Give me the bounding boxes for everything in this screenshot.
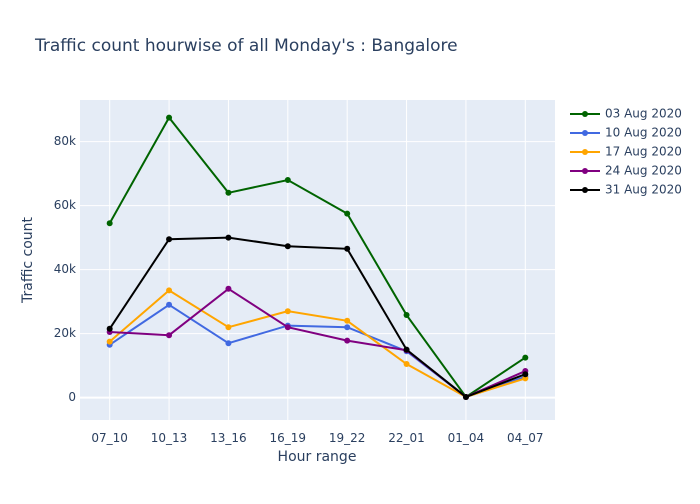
y-tick-labels: 0 20k 40k 60k 80k bbox=[54, 134, 76, 404]
y-tick-label: 80k bbox=[54, 134, 76, 148]
series-group bbox=[106, 114, 529, 400]
x-axis-label: Hour range bbox=[278, 449, 357, 465]
data-point[interactable] bbox=[225, 324, 232, 331]
y-tick-label: 60k bbox=[54, 198, 76, 212]
y-tick-label: 40k bbox=[54, 262, 76, 276]
data-point[interactable] bbox=[462, 393, 469, 400]
data-point[interactable] bbox=[344, 317, 351, 324]
legend-item[interactable]: 24 Aug 2020 bbox=[570, 164, 682, 178]
chart-title: Traffic count hourwise of all Monday's :… bbox=[34, 36, 458, 56]
x-tick-label: 19_22 bbox=[329, 431, 366, 445]
data-point[interactable] bbox=[344, 337, 351, 344]
data-point[interactable] bbox=[166, 287, 173, 294]
legend-item[interactable]: 17 Aug 2020 bbox=[570, 145, 682, 159]
data-point[interactable] bbox=[166, 301, 173, 308]
data-point[interactable] bbox=[403, 312, 410, 319]
data-point[interactable] bbox=[403, 346, 410, 353]
x-tick-label: 16_19 bbox=[270, 431, 307, 445]
data-point[interactable] bbox=[166, 332, 173, 339]
y-tick-label: 0 bbox=[68, 390, 76, 404]
series-line bbox=[108, 236, 526, 399]
data-point[interactable] bbox=[522, 371, 529, 378]
series-line bbox=[108, 115, 526, 399]
data-point[interactable] bbox=[284, 177, 291, 183]
legend-swatch-marker bbox=[582, 111, 588, 117]
data-point[interactable] bbox=[284, 324, 291, 331]
data-point[interactable] bbox=[522, 354, 529, 361]
legend-label: 31 Aug 2020 bbox=[605, 183, 682, 197]
legend-item[interactable]: 10 Aug 2020 bbox=[570, 126, 682, 140]
data-point[interactable] bbox=[284, 308, 291, 315]
data-point[interactable] bbox=[225, 340, 232, 347]
y-tick-label: 20k bbox=[54, 326, 76, 340]
x-tick-label: 22_01 bbox=[388, 431, 425, 445]
legend-swatch-marker bbox=[582, 149, 588, 155]
x-tick-label: 01_04 bbox=[448, 431, 485, 445]
data-point[interactable] bbox=[225, 234, 232, 241]
data-point[interactable] bbox=[106, 220, 113, 227]
data-point[interactable] bbox=[166, 236, 173, 243]
legend[interactable]: 03 Aug 2020 10 Aug 2020 17 Aug 2020 24 Aug … bbox=[570, 107, 682, 197]
data-point[interactable] bbox=[225, 285, 232, 292]
legend-swatch-marker bbox=[582, 130, 588, 136]
data-point[interactable] bbox=[166, 114, 173, 121]
grid-lines bbox=[80, 100, 555, 420]
series-line bbox=[109, 289, 526, 399]
data-point[interactable] bbox=[106, 325, 113, 332]
x-tick-label: 13_16 bbox=[210, 431, 247, 445]
data-point[interactable] bbox=[106, 338, 113, 345]
x-tick-label: 07_10 bbox=[91, 431, 128, 445]
legend-swatch-marker bbox=[582, 187, 588, 193]
data-point[interactable] bbox=[522, 375, 529, 382]
legend-label: 10 Aug 2020 bbox=[605, 126, 682, 140]
data-point[interactable] bbox=[284, 243, 291, 250]
x-tick-labels: 07_10 10_13 13_16 16_19 19_22 22_01 01_04 04_07 bbox=[91, 431, 543, 445]
legend-item[interactable]: 31 Aug 2020 bbox=[570, 183, 682, 197]
legend-label: 17 Aug 2020 bbox=[605, 145, 682, 159]
legend-item[interactable]: 03 Aug 2020 bbox=[570, 107, 682, 121]
plot-area bbox=[80, 100, 555, 420]
data-point[interactable] bbox=[344, 324, 351, 331]
data-point[interactable] bbox=[225, 189, 232, 196]
data-point[interactable] bbox=[344, 245, 351, 252]
x-tick-label: 10_13 bbox=[151, 431, 188, 445]
data-point[interactable] bbox=[344, 210, 351, 217]
legend-label: 03 Aug 2020 bbox=[605, 107, 682, 121]
x-tick-label: 04_07 bbox=[507, 431, 544, 445]
legend-swatch-marker bbox=[582, 168, 588, 174]
data-point[interactable] bbox=[403, 361, 410, 367]
series-31-aug-2020 bbox=[106, 234, 529, 400]
y-axis-label: Traffic count bbox=[20, 216, 36, 304]
legend-label: 24 Aug 2020 bbox=[605, 164, 682, 178]
